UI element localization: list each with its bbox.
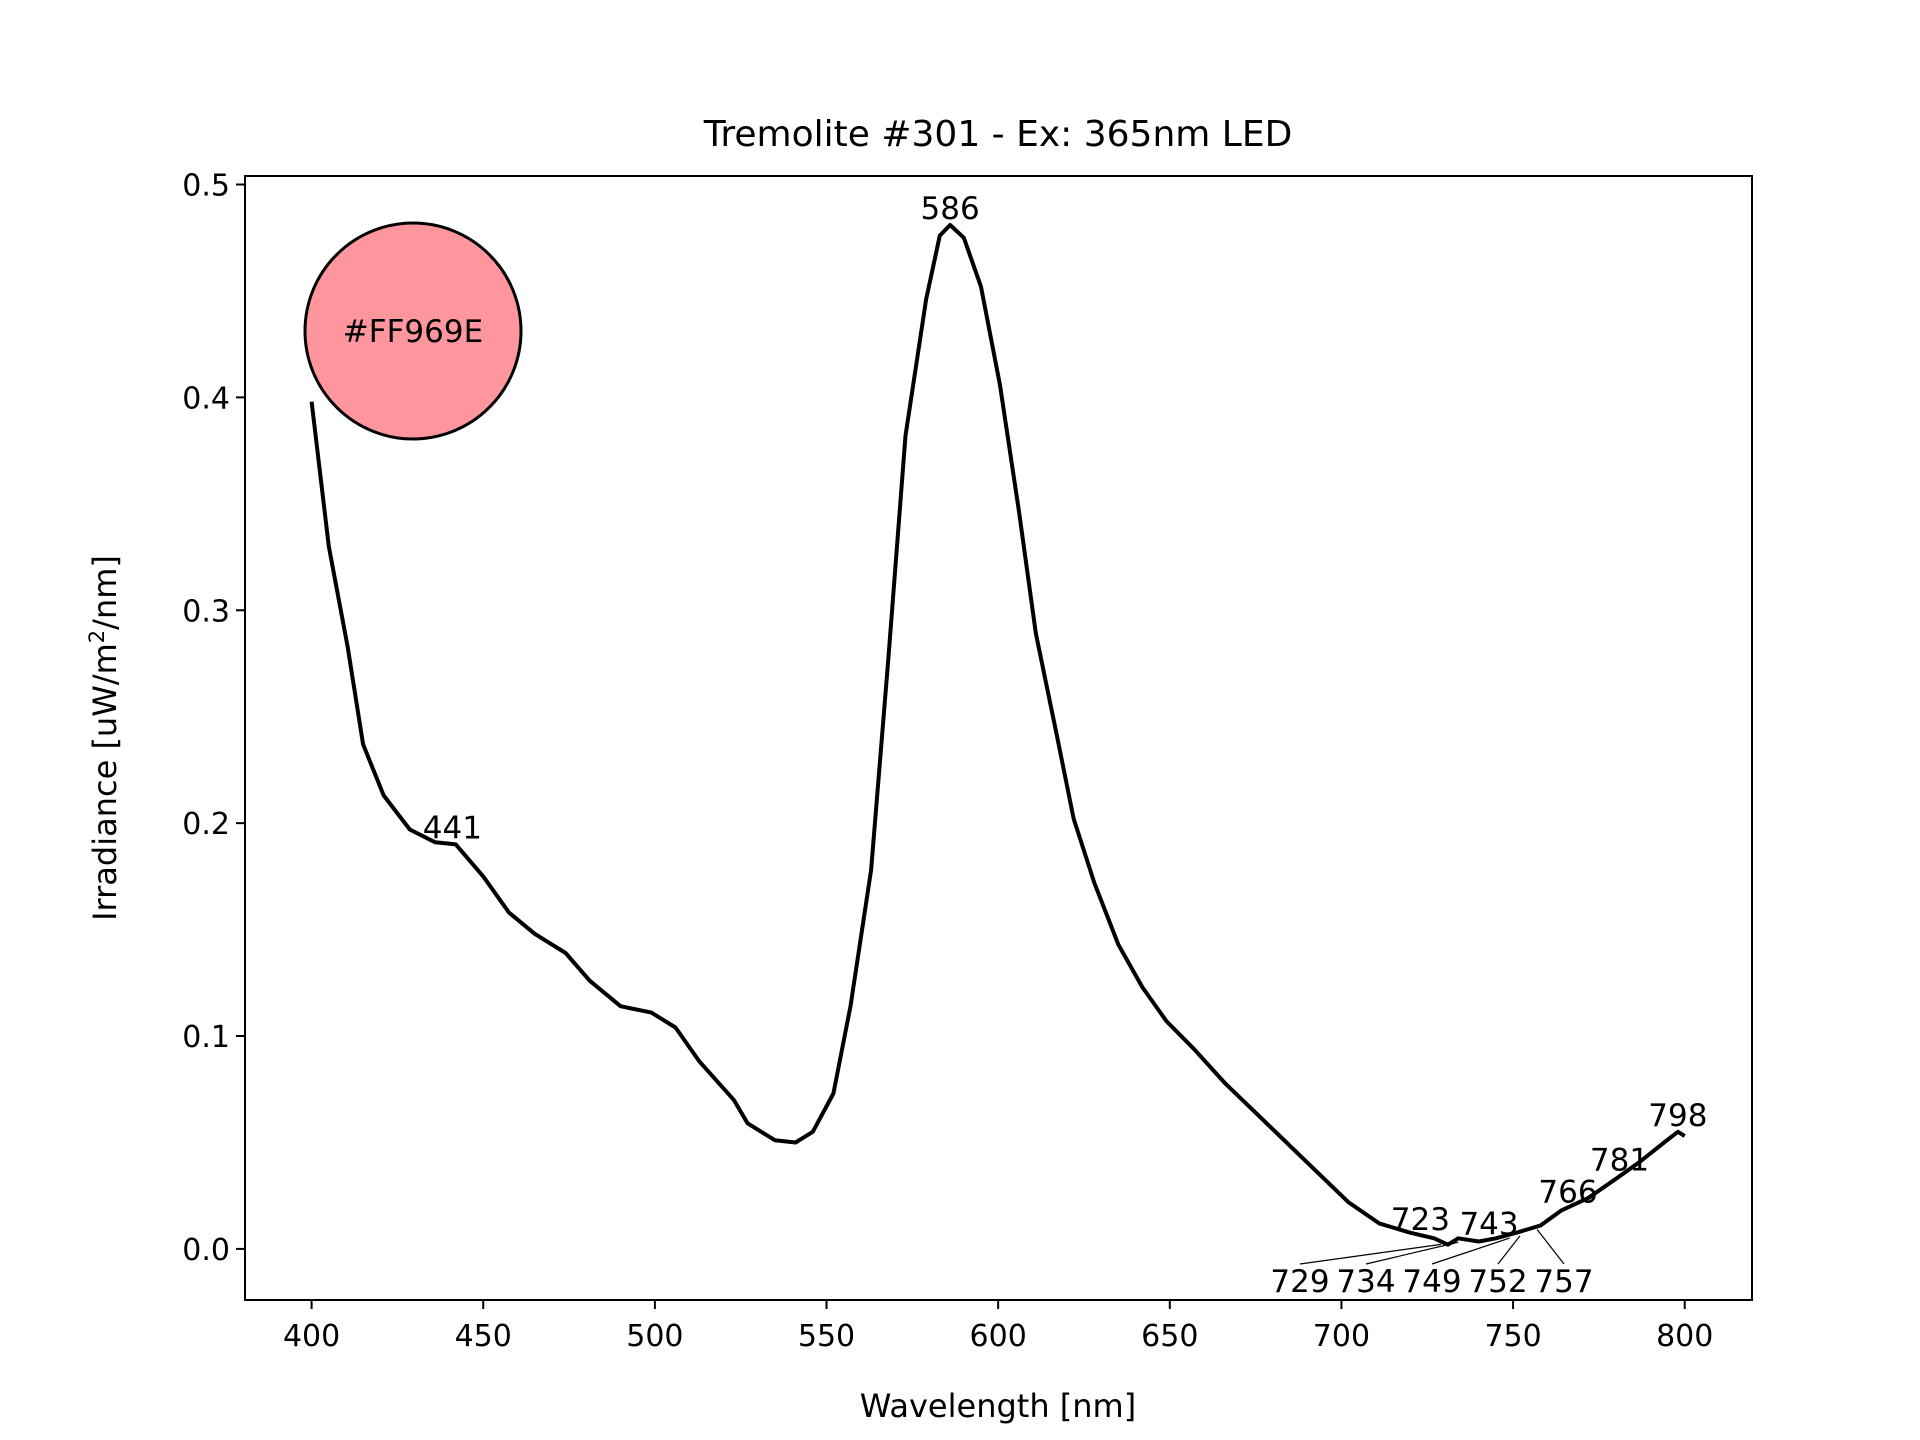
x-tick-label: 450 [455, 1319, 512, 1354]
swatch-circle [303, 221, 523, 441]
peak-annotation: 798 [1648, 1098, 1707, 1134]
peak-annotation: 781 [1590, 1143, 1649, 1179]
peak-annotation: 752 [1468, 1264, 1527, 1300]
peak-annotation: 766 [1538, 1174, 1597, 1210]
peak-annotation: 723 [1391, 1202, 1450, 1238]
x-tick-label: 500 [626, 1319, 683, 1354]
x-tick-label: 800 [1656, 1319, 1713, 1354]
annotation-leader-line [1431, 1237, 1510, 1265]
peak-annotation: 743 [1459, 1206, 1518, 1242]
plot-frame [244, 175, 1753, 1301]
y-tick-label: 0.3 [182, 594, 230, 629]
x-tick-label: 400 [283, 1319, 340, 1354]
x-tick-label: 700 [1313, 1319, 1370, 1354]
series-line-spectrum [309, 223, 1686, 1247]
peak-annotation: 729 [1270, 1264, 1329, 1300]
y-tick-label: 0.2 [182, 807, 230, 842]
annotation-leader-line [1299, 1243, 1442, 1265]
peak-annotation: 749 [1402, 1264, 1461, 1300]
x-tick-label: 750 [1484, 1319, 1541, 1354]
y-axis-label: Irradiance [uW/m2/nm] [85, 555, 124, 921]
swatch-label: #FF969E [343, 314, 483, 350]
color-swatch: #FF969E [303, 221, 523, 441]
y-tick-label: 0.0 [182, 1233, 230, 1268]
peak-annotation: 441 [423, 810, 482, 846]
x-axis-label: Wavelength [nm] [860, 1387, 1136, 1425]
x-tick-label: 550 [798, 1319, 855, 1354]
annotation-leader-line [1536, 1229, 1565, 1265]
y-tick-label: 0.5 [182, 169, 230, 204]
x-tick-label: 600 [970, 1319, 1027, 1354]
peak-annotation: 734 [1336, 1264, 1395, 1300]
peak-annotation: 757 [1534, 1264, 1593, 1300]
y-tick-label: 0.1 [182, 1020, 230, 1055]
x-tick-label: 650 [1141, 1319, 1198, 1354]
chart-title: Tremolite #301 - Ex: 365nm LED [703, 114, 1293, 155]
y-tick-label: 0.4 [182, 381, 230, 416]
peak-annotation: 586 [921, 191, 980, 227]
annotation-leader-line [1365, 1241, 1459, 1265]
annotation-leader-line [1497, 1235, 1521, 1265]
